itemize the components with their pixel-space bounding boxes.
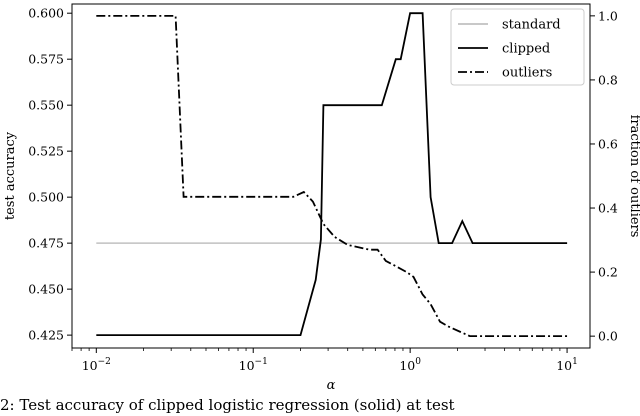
- y2-tick-label: 0.2: [598, 265, 618, 280]
- y-tick-label: 0.500: [28, 190, 64, 205]
- plot-area: [96, 12, 568, 338]
- y2-axis-ticks: 0.0 0.2 0.4 0.6 0.8 1.0: [590, 8, 618, 344]
- y2-tick-label: 0.4: [598, 201, 618, 216]
- y2-tick-label: 0.0: [598, 329, 618, 344]
- y2-axis-label: fraction of outliers: [627, 115, 640, 238]
- y-tick-label: 0.425: [28, 328, 64, 343]
- y-tick-label: 0.575: [28, 52, 64, 67]
- x-tick-label: 100: [399, 357, 421, 373]
- y2-tick-label: 1.0: [598, 8, 618, 23]
- y-tick-label: 0.525: [28, 144, 64, 159]
- y-tick-label: 0.450: [28, 282, 64, 297]
- x-tick-label: 10−1: [239, 357, 268, 373]
- legend-label-outliers: outliers: [502, 66, 552, 81]
- x-tick-label: 10−2: [82, 357, 111, 373]
- legend-label-standard: standard: [502, 18, 561, 33]
- x-tick-label: 101: [556, 357, 578, 373]
- y-tick-label: 0.600: [28, 6, 64, 21]
- y-tick-label: 0.475: [28, 236, 64, 251]
- legend-box: [450, 8, 585, 86]
- y2-tick-label: 0.6: [598, 136, 618, 151]
- figure-caption: 2: Test accuracy of clipped logistic reg…: [0, 396, 455, 414]
- x-axis-ticks: 10−2 10−1 100 101: [71, 348, 578, 373]
- legend: standard clipped outliers: [450, 8, 585, 86]
- legend-label-clipped: clipped: [502, 42, 550, 57]
- series-clipped: [96, 12, 568, 337]
- x-axis-label: α: [327, 378, 336, 393]
- y-axis-ticks: 0.425 0.450 0.475 0.500 0.525 0.550 0.575 0.600: [28, 6, 72, 343]
- series-outliers: [96, 14, 568, 338]
- y2-tick-label: 0.8: [598, 72, 618, 87]
- y-axis-label: test accuracy: [3, 131, 18, 220]
- y-tick-label: 0.550: [28, 98, 64, 113]
- plot-frame: [71, 3, 591, 349]
